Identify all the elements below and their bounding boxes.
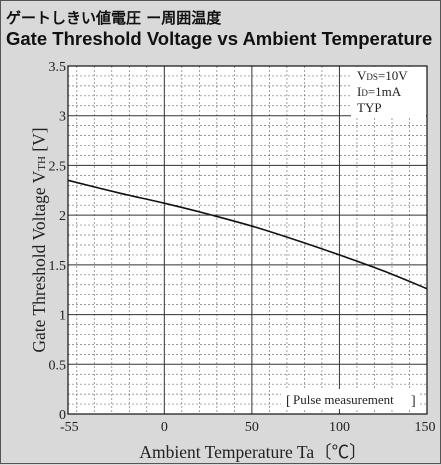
vth-curve: [67, 179, 428, 290]
condition-id: ID=1mA: [357, 84, 402, 99]
x-tick-label: -55: [60, 420, 79, 435]
y-tick-label: 3.5: [49, 60, 67, 75]
x-tick-label: 50: [245, 420, 259, 435]
plot-area: [68, 66, 427, 414]
x-axis-label: Ambient Temperature Ta〔℃〕: [139, 442, 366, 462]
note-box: [281, 389, 419, 409]
x-tick-labels: -55 0 50 100 150: [60, 420, 436, 435]
y-tick-label: 1.5: [49, 259, 67, 274]
y-tick-label: 0: [59, 408, 66, 423]
y-tick-labels: 0 0.5 1 1.5 2 2.5 3 3.5: [49, 60, 67, 423]
y-tick-label: 2.5: [49, 159, 67, 174]
chart-title-jp: ゲートしきい値電圧 ー周囲温度: [6, 9, 222, 27]
chart-title-en: Gate Threshold Voltage vs Ambient Temper…: [6, 28, 433, 49]
conditions-box: [351, 67, 426, 118]
y-axis-label: Gate Threshold Voltage VTH [V]: [29, 127, 49, 352]
plot-border: [67, 65, 428, 415]
condition-vds: VDS=10V: [357, 68, 408, 83]
note-bracket-right: ]: [411, 394, 416, 409]
condition-typ: TYP: [357, 100, 382, 115]
y-tick-label: 3: [59, 110, 66, 125]
y-tick-label: 2: [59, 209, 66, 224]
y-tick-label: 1: [59, 309, 66, 324]
pulse-note: Pulse measurement: [293, 392, 394, 407]
x-tick-label: 100: [329, 420, 350, 435]
note-bracket-left: [: [286, 394, 291, 409]
y-tick-label: 0.5: [49, 358, 67, 373]
minor-grid: [68, 66, 427, 414]
x-tick-label: 0: [161, 420, 168, 435]
x-tick-label: 150: [415, 420, 436, 435]
